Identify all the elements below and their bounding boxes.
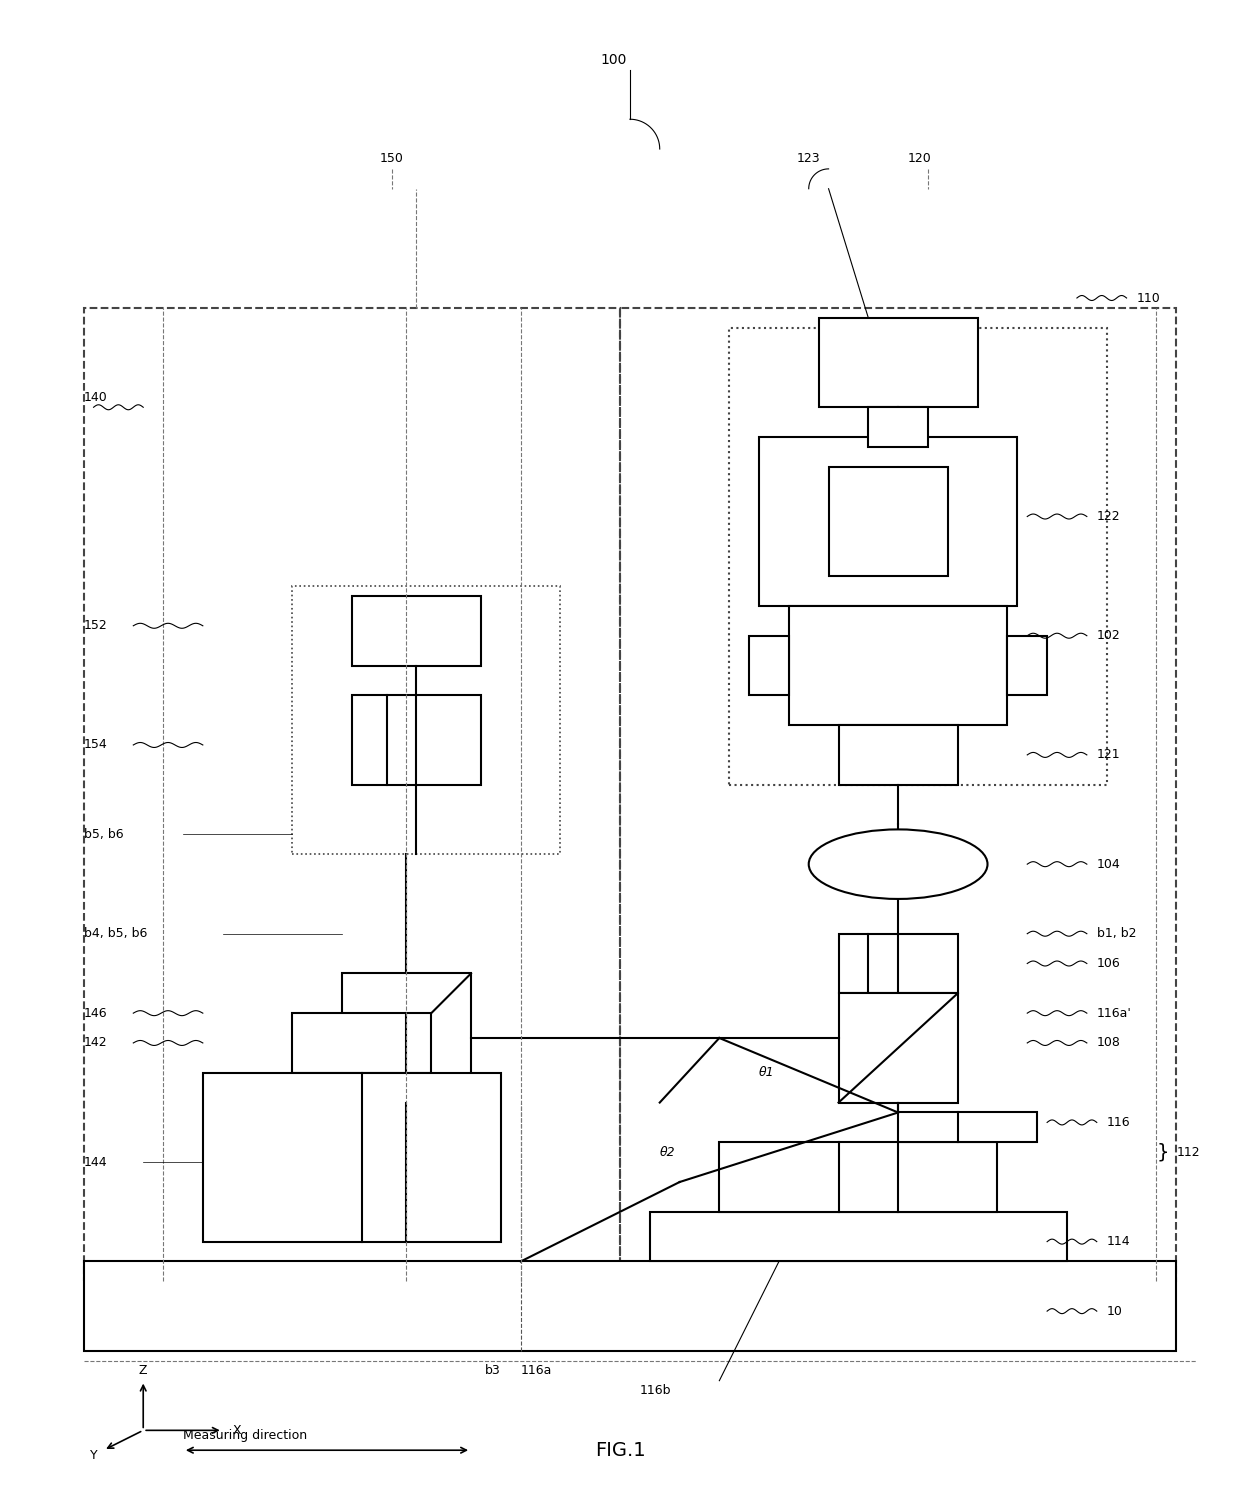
Text: 110: 110 bbox=[1137, 291, 1161, 304]
Text: b5, b6: b5, b6 bbox=[83, 827, 123, 841]
FancyBboxPatch shape bbox=[352, 595, 481, 665]
Text: 104: 104 bbox=[1096, 858, 1121, 870]
Text: θ1: θ1 bbox=[759, 1066, 775, 1080]
Text: 120: 120 bbox=[908, 153, 931, 165]
Text: 140: 140 bbox=[83, 391, 108, 404]
FancyBboxPatch shape bbox=[342, 974, 471, 1102]
Text: FIG.1: FIG.1 bbox=[595, 1440, 645, 1460]
Text: 154: 154 bbox=[83, 738, 108, 751]
FancyBboxPatch shape bbox=[828, 466, 947, 576]
Text: 116a': 116a' bbox=[1096, 1007, 1132, 1020]
Text: }: } bbox=[1157, 1143, 1169, 1161]
Text: 102: 102 bbox=[1096, 630, 1121, 642]
FancyBboxPatch shape bbox=[83, 1261, 1177, 1351]
FancyBboxPatch shape bbox=[868, 407, 928, 447]
FancyBboxPatch shape bbox=[818, 318, 977, 407]
FancyBboxPatch shape bbox=[650, 1212, 1066, 1261]
Ellipse shape bbox=[808, 830, 987, 898]
Text: θ2: θ2 bbox=[660, 1146, 676, 1158]
FancyBboxPatch shape bbox=[749, 636, 789, 695]
Text: Measuring direction: Measuring direction bbox=[184, 1429, 308, 1442]
Text: 116: 116 bbox=[1107, 1115, 1131, 1129]
Text: b1, b2: b1, b2 bbox=[1096, 927, 1136, 940]
FancyBboxPatch shape bbox=[838, 993, 957, 1102]
FancyBboxPatch shape bbox=[838, 934, 957, 993]
FancyBboxPatch shape bbox=[838, 725, 957, 784]
Text: Y: Y bbox=[89, 1449, 98, 1461]
Text: 152: 152 bbox=[83, 619, 108, 633]
Text: 150: 150 bbox=[379, 153, 403, 165]
Text: b4, b5, b6: b4, b5, b6 bbox=[83, 927, 148, 940]
Text: 10: 10 bbox=[1107, 1305, 1122, 1317]
FancyBboxPatch shape bbox=[352, 695, 481, 784]
Text: 142: 142 bbox=[83, 1037, 107, 1050]
Text: 144: 144 bbox=[83, 1155, 107, 1169]
FancyBboxPatch shape bbox=[1007, 636, 1047, 695]
Text: 100: 100 bbox=[600, 52, 626, 67]
Text: 112: 112 bbox=[1177, 1146, 1200, 1158]
Text: X: X bbox=[233, 1424, 242, 1437]
FancyBboxPatch shape bbox=[203, 1072, 501, 1241]
Text: 146: 146 bbox=[83, 1007, 107, 1020]
FancyBboxPatch shape bbox=[898, 1112, 1037, 1142]
Text: Z: Z bbox=[139, 1365, 148, 1377]
FancyBboxPatch shape bbox=[293, 1013, 432, 1072]
FancyBboxPatch shape bbox=[789, 606, 1007, 725]
Text: 106: 106 bbox=[1096, 956, 1121, 970]
Text: b3: b3 bbox=[485, 1365, 501, 1377]
FancyBboxPatch shape bbox=[759, 437, 1017, 606]
Text: 114: 114 bbox=[1107, 1236, 1131, 1247]
Text: 116b: 116b bbox=[640, 1384, 671, 1397]
Text: 121: 121 bbox=[1096, 748, 1121, 762]
Text: 123: 123 bbox=[797, 153, 821, 165]
FancyBboxPatch shape bbox=[719, 1142, 997, 1212]
Text: 108: 108 bbox=[1096, 1037, 1121, 1050]
Text: 122: 122 bbox=[1096, 509, 1121, 523]
Text: 116a: 116a bbox=[521, 1365, 552, 1377]
